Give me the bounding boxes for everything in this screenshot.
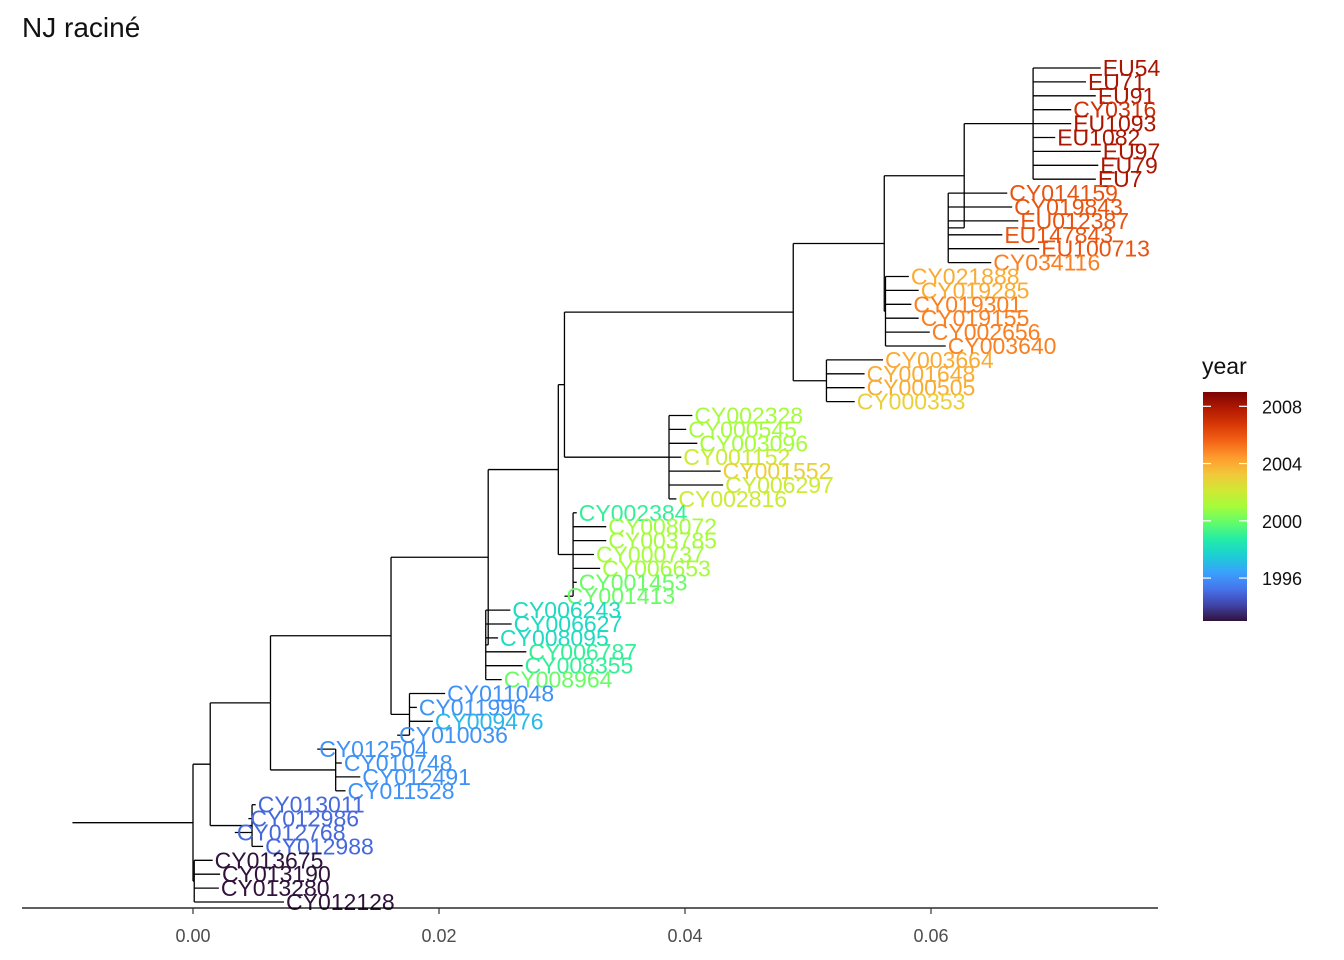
tip-label: CY019285 [921, 277, 1030, 303]
tip-label: EU147843 [1004, 222, 1113, 248]
tip-labels: EU54EU71EU91CY0316EU1093EU1082EU97EU79EU… [215, 55, 1161, 915]
tip-label: CY012504 [319, 736, 428, 762]
legend-title: year [1202, 353, 1247, 379]
tip-label: CY034116 [993, 250, 1100, 276]
tree-branches [72, 67, 1101, 903]
tip-label: CY012491 [362, 764, 471, 790]
tip-label: EU71 [1088, 69, 1146, 95]
tip-label: CY011048 [447, 681, 554, 707]
tip-label: CY002656 [932, 319, 1041, 345]
legend-colorbar [1203, 392, 1247, 621]
tip-label: EU1082 [1057, 125, 1140, 151]
tip-label: CY006297 [725, 472, 834, 498]
x-tick-label: 0.00 [175, 926, 210, 946]
tip-label: CY006787 [528, 639, 637, 665]
tip-label: CY001648 [867, 361, 976, 387]
tip-label: CY014159 [1009, 180, 1118, 206]
tip-label: CY003785 [608, 528, 717, 554]
tip-label: CY011996 [419, 694, 526, 720]
tip-label: CY008355 [525, 653, 634, 679]
tip-label: CY000353 [857, 389, 966, 415]
tip-label: CY008095 [500, 625, 609, 651]
tip-label: CY013190 [222, 861, 331, 887]
tip-label: CY019843 [1014, 194, 1123, 220]
chart-title: NJ raciné [22, 12, 141, 43]
tip-label: CY012768 [237, 820, 346, 846]
tip-label: CY011528 [348, 778, 455, 804]
tip-label: CY008072 [608, 514, 717, 540]
tip-label: CY019155 [921, 305, 1030, 331]
legend-tick-label: 2000 [1262, 512, 1302, 532]
tip-label: CY000737 [596, 542, 705, 568]
tip-label: CY000505 [867, 375, 976, 401]
tip-label: CY002384 [579, 500, 688, 526]
tip-label: CY002328 [694, 403, 803, 429]
tip-label: CY006653 [602, 555, 711, 581]
x-axis-ticks: 0.00 0.02 0.04 0.06 [175, 908, 949, 946]
tip-label: EU79 [1100, 152, 1158, 178]
tip-label: CY003640 [948, 333, 1057, 359]
tip-label: EU97 [1103, 138, 1161, 164]
tip-label: CY019301 [913, 291, 1022, 317]
tip-label: CY001552 [723, 458, 832, 484]
tip-label: CY0316 [1073, 97, 1156, 123]
tip-label: CY001453 [579, 569, 688, 595]
tip-label: EU100713 [1041, 236, 1150, 262]
tip-label: EU1093 [1073, 111, 1156, 137]
tip-label: CY006627 [514, 611, 623, 637]
x-tick-label: 0.06 [913, 926, 948, 946]
tip-label: CY003096 [699, 430, 808, 456]
legend-ticks: 1996 2000 2004 2008 [1203, 397, 1302, 589]
tip-label: CY021888 [911, 264, 1020, 290]
tip-label: CY003664 [885, 347, 994, 373]
tip-label: CY008964 [504, 667, 613, 693]
x-tick-label: 0.04 [667, 926, 702, 946]
tip-label: CY006243 [512, 597, 621, 623]
legend-tick-label: 2008 [1262, 397, 1302, 417]
tip-label: CY000545 [688, 416, 797, 442]
tip-label: CY001413 [566, 583, 675, 609]
color-legend: year 1996 2000 2004 2008 [1202, 353, 1302, 621]
tip-label: CY012128 [286, 889, 395, 915]
tip-label: CY013675 [215, 847, 324, 873]
tip-label: CY012988 [265, 833, 374, 859]
tip-label: CY010036 [399, 722, 508, 748]
tip-label: CY013011 [258, 792, 365, 818]
tip-label: CY012986 [250, 806, 359, 832]
tip-label: EU54 [1103, 55, 1161, 81]
tip-label: CY002816 [678, 486, 787, 512]
tip-label: CY001152 [683, 444, 790, 470]
tip-label: CY010748 [344, 750, 453, 776]
tip-label: CY009476 [435, 708, 544, 734]
x-tick-label: 0.02 [421, 926, 456, 946]
tip-label: CY013280 [221, 875, 330, 901]
tip-label: EU012387 [1020, 208, 1129, 234]
legend-tick-label: 1996 [1262, 569, 1302, 589]
tip-label: EU7 [1098, 166, 1143, 192]
tip-label: EU91 [1098, 83, 1156, 109]
legend-tick-label: 2004 [1262, 455, 1302, 475]
